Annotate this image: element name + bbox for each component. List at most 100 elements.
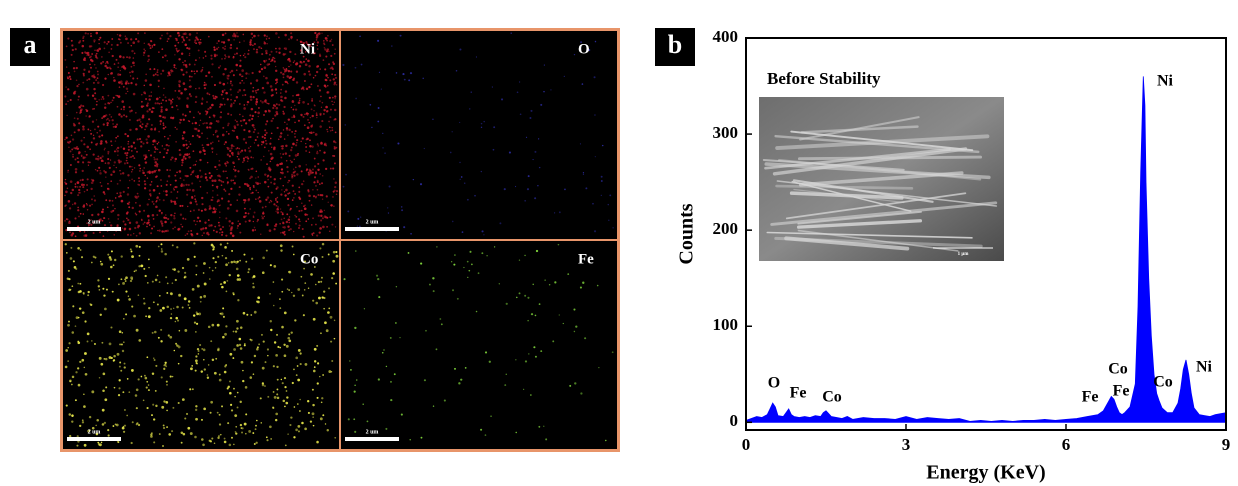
signal-dot bbox=[177, 50, 179, 52]
scale-bar-label: 2 um bbox=[88, 429, 101, 435]
signal-dot bbox=[259, 183, 261, 185]
signal-dot bbox=[444, 399, 446, 401]
signal-dot bbox=[310, 420, 312, 422]
signal-dot bbox=[129, 72, 131, 74]
signal-dot bbox=[240, 326, 243, 329]
signal-dot bbox=[234, 53, 236, 55]
signal-dot bbox=[180, 184, 183, 187]
signal-dot bbox=[149, 184, 151, 186]
signal-dot bbox=[221, 104, 223, 106]
signal-dot bbox=[73, 260, 75, 262]
signal-dot bbox=[78, 189, 80, 191]
signal-dot bbox=[93, 76, 95, 78]
signal-dot bbox=[119, 180, 121, 182]
signal-dot bbox=[492, 86, 493, 87]
signal-dot bbox=[113, 97, 115, 99]
signal-dot bbox=[212, 211, 214, 213]
signal-dot bbox=[378, 296, 380, 298]
signal-dot bbox=[214, 84, 216, 86]
signal-dot bbox=[190, 432, 193, 435]
signal-dot bbox=[67, 101, 68, 102]
signal-dot bbox=[311, 115, 313, 117]
signal-dot bbox=[332, 97, 334, 99]
signal-dot bbox=[96, 419, 99, 422]
signal-dot bbox=[335, 251, 337, 253]
signal-dot bbox=[93, 135, 94, 136]
signal-dot bbox=[232, 161, 235, 164]
signal-dot bbox=[408, 79, 410, 81]
signal-dot bbox=[170, 159, 172, 161]
signal-dot bbox=[219, 374, 221, 376]
signal-dot bbox=[350, 369, 352, 371]
signal-dot bbox=[97, 158, 100, 161]
signal-dot bbox=[120, 173, 122, 175]
signal-dot bbox=[236, 344, 239, 347]
signal-dot bbox=[155, 170, 156, 171]
signal-dot bbox=[234, 166, 235, 167]
signal-dot bbox=[237, 225, 239, 227]
signal-dot bbox=[236, 69, 238, 71]
signal-dot bbox=[244, 183, 246, 185]
signal-dot bbox=[157, 304, 159, 306]
signal-dot bbox=[101, 134, 103, 136]
signal-dot bbox=[100, 261, 102, 263]
signal-dot bbox=[295, 429, 298, 432]
signal-dot bbox=[308, 173, 311, 176]
signal-dot bbox=[249, 150, 252, 153]
signal-dot bbox=[139, 246, 141, 248]
signal-dot bbox=[395, 322, 397, 324]
signal-dot bbox=[194, 195, 196, 197]
signal-dot bbox=[235, 169, 237, 171]
signal-dot bbox=[183, 155, 185, 157]
signal-dot bbox=[601, 176, 603, 178]
signal-dot bbox=[223, 41, 225, 43]
signal-dot bbox=[129, 180, 131, 182]
signal-dot bbox=[136, 407, 138, 409]
signal-dot bbox=[148, 118, 150, 120]
signal-dot bbox=[244, 208, 246, 210]
signal-dot bbox=[116, 193, 118, 195]
signal-dot bbox=[217, 175, 219, 177]
signal-dot bbox=[251, 108, 254, 111]
signal-dot bbox=[230, 88, 232, 90]
signal-dot bbox=[174, 350, 176, 352]
signal-dot bbox=[268, 37, 270, 39]
signal-dot bbox=[421, 437, 423, 439]
signal-dot bbox=[92, 121, 94, 123]
signal-dot bbox=[119, 330, 122, 333]
signal-dot bbox=[197, 217, 199, 219]
signal-dot bbox=[303, 73, 306, 76]
signal-dot bbox=[108, 41, 110, 43]
signal-dot bbox=[175, 343, 177, 345]
signal-dot bbox=[195, 359, 198, 362]
signal-dot bbox=[335, 131, 337, 133]
signal-dot bbox=[284, 138, 285, 139]
signal-dot bbox=[79, 307, 81, 309]
signal-dot bbox=[331, 127, 332, 128]
signal-dot bbox=[297, 154, 299, 156]
signal-dot bbox=[432, 277, 434, 279]
signal-dot bbox=[98, 48, 101, 51]
signal-dot bbox=[333, 119, 335, 121]
signal-dot bbox=[288, 180, 290, 182]
signal-dot bbox=[314, 366, 316, 368]
signal-dot bbox=[150, 47, 152, 49]
signal-dot bbox=[237, 35, 239, 37]
signal-dot bbox=[293, 231, 294, 232]
signal-dot bbox=[583, 172, 584, 173]
signal-dot bbox=[71, 135, 73, 137]
signal-dot bbox=[288, 271, 291, 274]
signal-dot bbox=[201, 203, 203, 205]
signal-dot bbox=[396, 286, 397, 287]
signal-dot bbox=[218, 47, 219, 48]
signal-dot bbox=[543, 91, 545, 93]
signal-dot bbox=[262, 382, 264, 384]
signal-dot bbox=[260, 64, 261, 65]
signal-dot bbox=[212, 184, 214, 186]
signal-dot bbox=[102, 84, 104, 86]
signal-dot bbox=[280, 249, 282, 251]
signal-dot bbox=[112, 210, 114, 212]
signal-dot bbox=[165, 100, 167, 102]
signal-dot bbox=[170, 191, 172, 193]
signal-dot bbox=[130, 82, 132, 84]
